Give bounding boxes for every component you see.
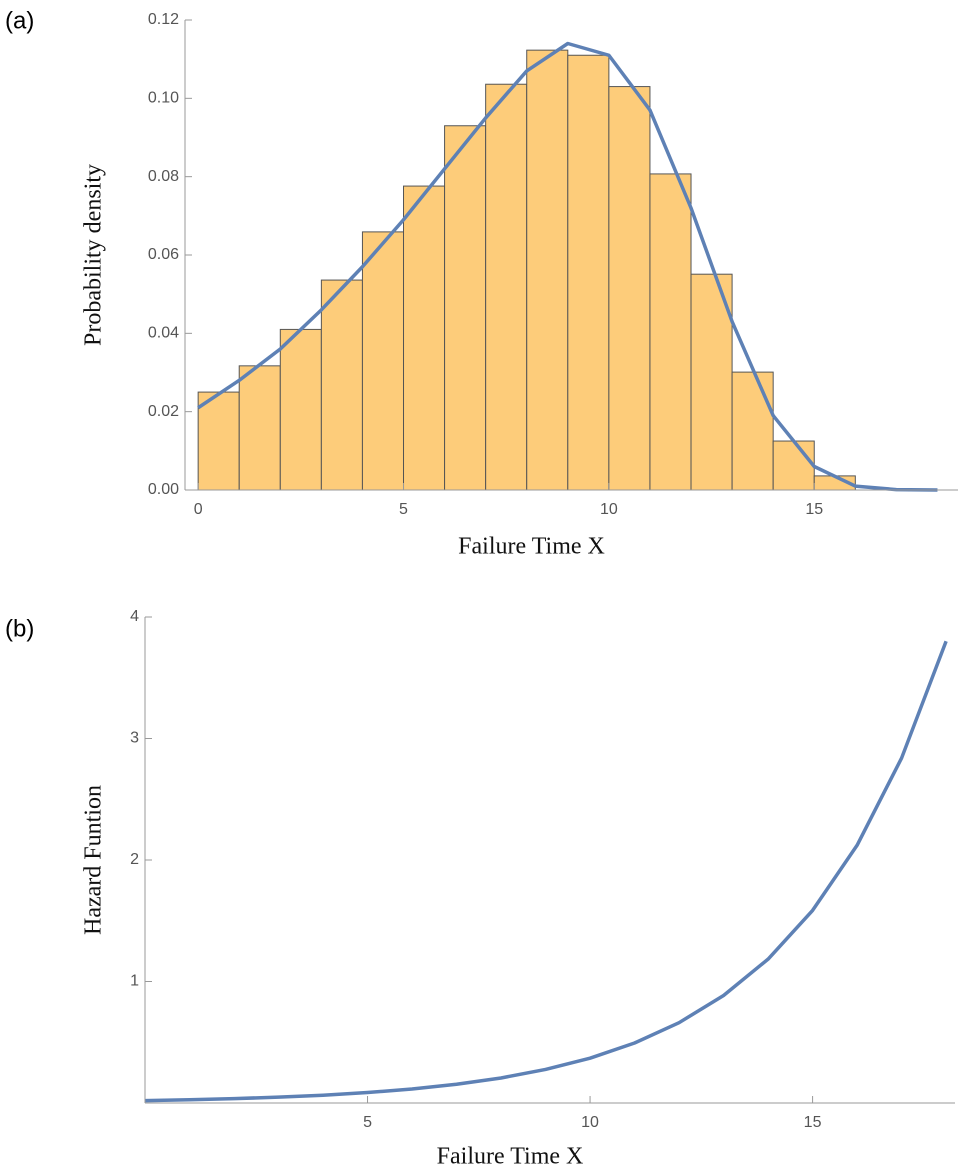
panel-label: (b): [5, 615, 34, 642]
x-axis-label: Failure Time X: [458, 534, 605, 560]
density-curve: [197, 41, 938, 492]
bar: [238, 365, 281, 491]
y-tick-label: 0.10: [148, 90, 179, 107]
bar: [649, 173, 692, 491]
x-tick-label: 5: [363, 1114, 372, 1131]
bar: [320, 279, 363, 491]
y-tick-label: 0.00: [148, 481, 179, 498]
bar: [772, 440, 815, 491]
y-tick-label: 2: [130, 851, 139, 868]
bar: [403, 185, 446, 491]
y-axis-label: Hazard Funtion: [81, 785, 107, 935]
bar: [526, 49, 569, 491]
x-tick-label: 0: [194, 501, 203, 518]
y-tick-label: 3: [130, 730, 139, 747]
x-axis-label: Failure Time X: [437, 1144, 584, 1170]
x-tick-label: 10: [600, 501, 618, 518]
panel-label: (a): [5, 7, 34, 34]
y-tick-label: 1: [130, 973, 139, 990]
bar: [485, 83, 528, 491]
y-tick-label: 0.12: [148, 11, 179, 28]
bar: [444, 125, 487, 491]
y-tick-label: 4: [130, 608, 139, 625]
x-tick-label: 5: [399, 501, 408, 518]
bar: [279, 328, 322, 491]
bar: [197, 391, 240, 491]
bar: [567, 54, 610, 491]
y-tick-label: 0.06: [148, 246, 179, 263]
hazard-curve: [144, 640, 948, 1103]
bar: [361, 231, 405, 491]
x-tick-label: 15: [805, 501, 823, 518]
x-tick-label: 15: [804, 1114, 822, 1131]
y-tick-label: 0.08: [148, 168, 179, 185]
bar: [608, 86, 651, 491]
x-tick-label: 10: [581, 1114, 599, 1131]
bar: [731, 371, 774, 491]
y-axis-label: Probability density: [81, 164, 107, 346]
y-tick-label: 0.04: [148, 325, 179, 342]
y-tick-label: 0.02: [148, 403, 179, 420]
bar: [690, 273, 733, 491]
